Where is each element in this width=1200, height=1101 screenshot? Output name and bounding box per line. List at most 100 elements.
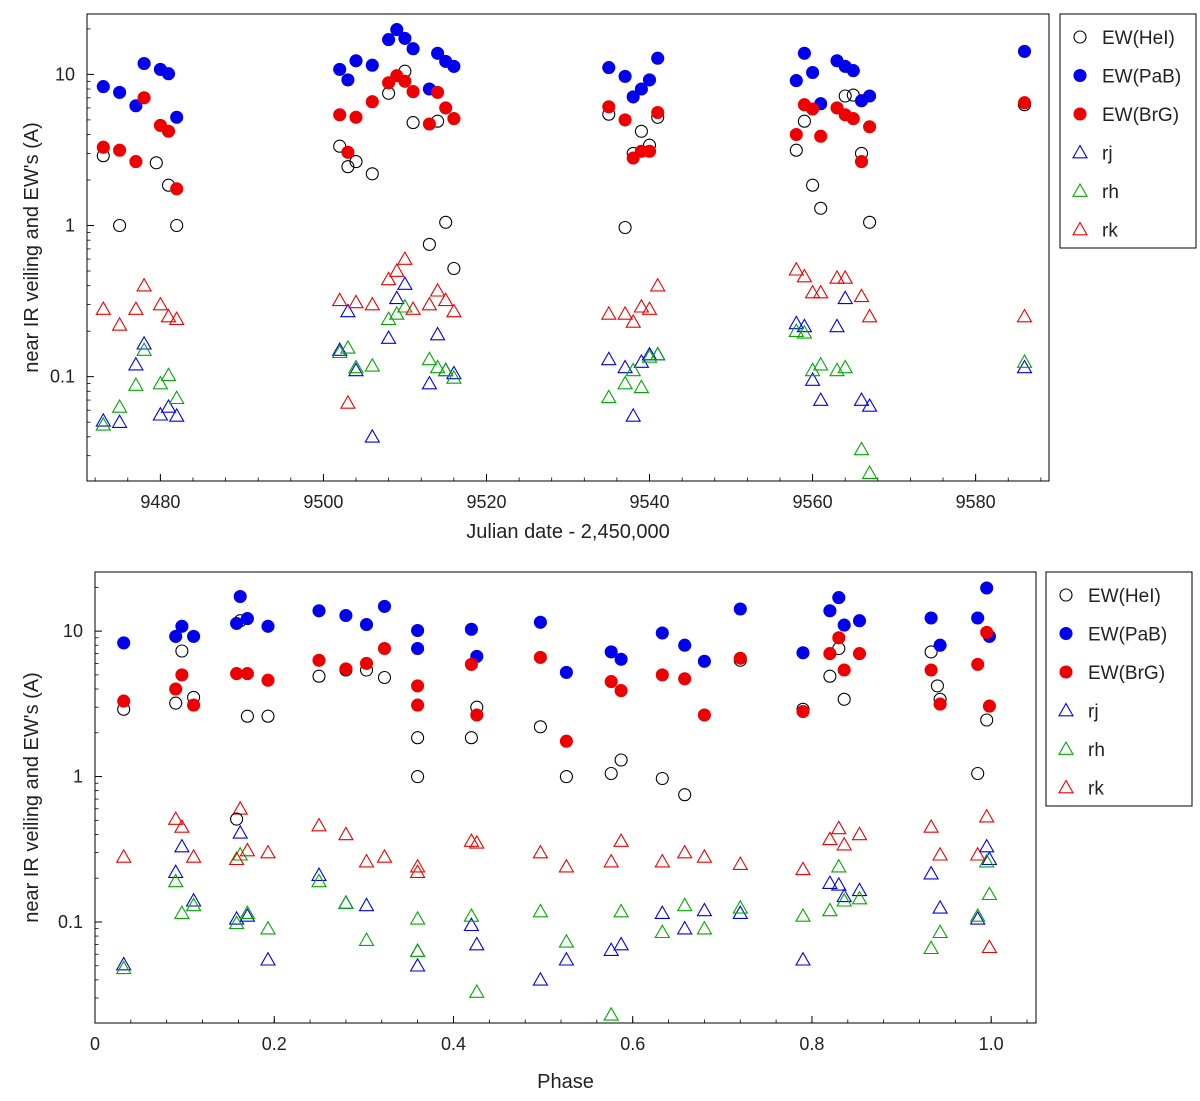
data-point [358,897,375,912]
data-point [117,694,131,708]
data-point [405,300,422,315]
data-point [349,54,363,68]
data-point [837,290,854,305]
data-point [559,665,573,679]
data-point [651,51,665,65]
data-point [634,124,648,138]
legend-label: rj [1102,144,1113,165]
data-point [732,855,749,870]
data-point [1016,359,1033,374]
x-tick-label: 1.0 [979,1034,1004,1054]
legend-label: rk [1102,221,1118,242]
data-point [261,709,275,723]
legend-label: rh [1102,182,1119,203]
legend-marker [1072,221,1088,236]
data-point [396,250,413,265]
data-point [613,832,630,847]
data-point [642,73,657,87]
data-point [167,864,184,878]
data-point [339,608,353,623]
data-point [600,351,617,366]
data-point [969,910,986,925]
legend-marker [1058,702,1074,717]
data-point [382,76,396,90]
data-point [185,892,202,907]
data-point [981,939,998,954]
data-point [617,359,634,374]
data-point [696,920,713,935]
data-point [532,971,549,986]
data-point [388,262,405,277]
data-point [830,820,847,835]
data-point [602,61,616,75]
x-tick-label: 0.4 [441,1034,466,1054]
data-point [409,943,426,957]
data-point [981,851,998,866]
series-rh [115,846,998,1021]
data-point [812,391,829,406]
data-point [127,376,144,391]
data-point [854,155,869,169]
data-point [409,858,426,873]
legend-marker [1073,68,1087,83]
data-point [96,80,110,94]
data-point [814,201,828,215]
legend-label: rj [1088,702,1099,723]
data-point [364,296,381,311]
legend-box [1045,571,1193,807]
data-point [464,622,478,636]
legend-label: EW(HeI) [1088,586,1161,607]
data-point [111,398,128,413]
data-point [137,91,151,105]
data-point [852,614,867,628]
data-point [311,817,327,832]
data-point [1017,96,1032,110]
data-point [173,818,190,833]
data-point [806,65,820,80]
data-point [127,356,144,371]
x-tick-label: 0.6 [620,1034,645,1054]
data-point [980,713,994,727]
data-point [836,836,853,851]
data-point [796,324,813,339]
data-point [832,631,846,645]
legend-marker [1058,740,1074,755]
data-point [733,651,747,665]
data-point [422,117,436,131]
data-point [152,406,169,421]
data-point [795,907,811,922]
x-axis-label: Julian date - 2,450,000 [466,521,670,543]
data-point [431,85,445,99]
data-point [924,663,938,677]
data-point [853,441,870,456]
data-point [558,858,575,873]
data-point [349,155,363,169]
legend-box [1059,13,1197,249]
legend-label: EW(BrG) [1088,663,1165,684]
data-point [930,679,944,693]
data-point [830,858,847,873]
data-point [447,59,461,73]
data-point [812,284,829,299]
data-point [136,341,153,356]
data-point [380,311,397,326]
data-point [129,155,143,169]
data-point [160,367,177,382]
y-tick-label: 0.1 [50,367,75,387]
data-point [837,359,854,374]
data-point [861,397,878,412]
data-point [923,940,940,955]
data-point [233,589,247,604]
data-point [129,99,143,113]
data-point [789,143,803,157]
data-point [377,670,392,685]
data-point [559,770,573,784]
data-point [863,89,877,103]
legend-label: rh [1088,740,1105,761]
data-point [468,936,485,951]
data-point [618,69,632,83]
series-EW(HeI) [96,64,1032,276]
data-point [364,428,381,443]
data-point [113,218,127,233]
